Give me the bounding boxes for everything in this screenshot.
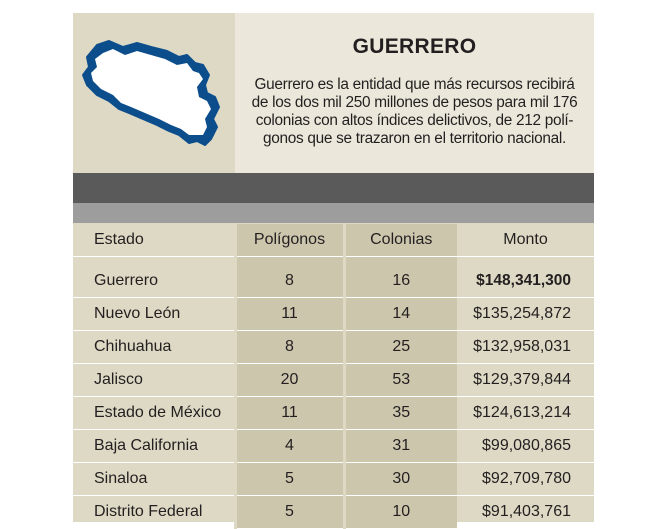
divider-band-light xyxy=(73,203,594,223)
cell-colonias: 31 xyxy=(342,429,457,463)
column-header-poligonos: Polígonos xyxy=(233,224,344,257)
table-row: Chihuahua 8 25 $132,958,031 xyxy=(73,330,594,364)
cell-colonias: 53 xyxy=(342,363,457,397)
data-table: Estado Polígonos Colonias Monto Guerrero… xyxy=(73,224,594,529)
summary-text: Guerrero es la entidad que más recursos … xyxy=(235,76,594,148)
cell-poligonos: 8 xyxy=(233,265,344,298)
cell-estado: Baja California xyxy=(73,429,235,463)
summary-line: colonias con altos índices delictivos, d… xyxy=(255,112,574,129)
divider-band xyxy=(73,173,594,223)
cell-poligonos: 11 xyxy=(233,297,344,331)
cell-poligonos: 5 xyxy=(233,495,344,529)
cell-colonias: 10 xyxy=(342,495,457,529)
cell-estado: Nuevo León xyxy=(73,297,235,331)
cell-monto: $129,379,844 xyxy=(457,363,594,397)
cell-monto: $132,958,031 xyxy=(457,330,594,364)
cell-poligonos: 20 xyxy=(233,363,344,397)
summary-line: gonos que se trazaron en el territorio n… xyxy=(262,130,566,147)
cell-poligonos: 11 xyxy=(233,396,344,430)
cell-colonias: 30 xyxy=(342,462,457,496)
info-panel: GUERRERO Guerrero es la entidad que más … xyxy=(235,13,594,173)
table-row: Distrito Federal 5 10 $91,403,761 xyxy=(73,495,594,529)
column-header-estado: Estado xyxy=(73,224,235,257)
map-panel xyxy=(73,13,231,173)
cell-monto: $92,709,780 xyxy=(457,462,594,496)
column-header-colonias: Colonias xyxy=(342,224,457,257)
cell-estado: Jalisco xyxy=(73,363,235,397)
guerrero-state-outline-icon xyxy=(82,40,220,146)
cell-estado: Guerrero xyxy=(73,265,235,298)
column-header-monto: Monto xyxy=(457,224,594,257)
table-header-row: Estado Polígonos Colonias Monto xyxy=(73,224,594,257)
table-row: Estado de México 11 35 $124,613,214 xyxy=(73,396,594,430)
cell-poligonos: 8 xyxy=(233,330,344,364)
cell-monto: $135,254,872 xyxy=(457,297,594,331)
table-row: Sinaloa 5 30 $92,709,780 xyxy=(73,462,594,496)
summary-line: de los dos mil 250 millones de pesos par… xyxy=(251,94,578,111)
cell-monto: $124,613,214 xyxy=(457,396,594,430)
cell-estado: Chihuahua xyxy=(73,330,235,364)
table-row: Baja California 4 31 $99,080,865 xyxy=(73,429,594,463)
monto-value: $148,341,300 xyxy=(476,272,571,289)
cell-poligonos: 5 xyxy=(233,462,344,496)
table-row: Nuevo León 11 14 $135,254,872 xyxy=(73,297,594,331)
table-row: Jalisco 20 53 $129,379,844 xyxy=(73,363,594,397)
cell-monto: $99,080,865 xyxy=(457,429,594,463)
cell-monto: $91,403,761 xyxy=(457,495,594,529)
cell-colonias: 35 xyxy=(342,396,457,430)
cell-poligonos: 4 xyxy=(233,429,344,463)
cell-estado: Sinaloa xyxy=(73,462,235,496)
cell-colonias: 25 xyxy=(342,330,457,364)
headline: GUERRERO xyxy=(352,35,477,58)
divider-band-dark xyxy=(73,173,594,203)
cell-estado: Estado de México xyxy=(73,396,235,430)
table-spacer xyxy=(73,256,594,265)
cell-estado: Distrito Federal xyxy=(73,495,235,529)
table-row: Guerrero 8 16 $148,341,300 xyxy=(73,265,594,298)
summary-line: Guerrero es la entidad que más recursos … xyxy=(254,76,575,93)
cell-monto: $148,341,300 xyxy=(457,265,594,298)
cell-colonias: 14 xyxy=(342,297,457,331)
infographic-card: GUERRERO Guerrero es la entidad que más … xyxy=(73,13,594,529)
cell-colonias: 16 xyxy=(342,265,457,298)
